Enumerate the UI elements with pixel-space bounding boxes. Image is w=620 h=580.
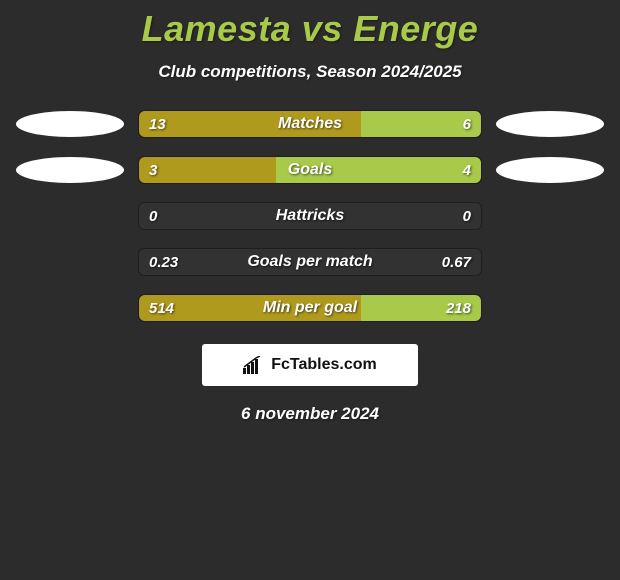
stat-bar: 3Goals4	[138, 156, 482, 184]
ellipse-placeholder	[496, 249, 604, 275]
stat-label: Goals	[139, 157, 481, 183]
stat-bar: 13Matches6	[138, 110, 482, 138]
stat-label: Hattricks	[139, 203, 481, 229]
stat-row: 0Hattricks0	[0, 202, 620, 230]
brand-text: FcTables.com	[271, 356, 377, 374]
team-right-ellipse	[496, 157, 604, 183]
stat-value-right: 218	[446, 295, 471, 321]
ellipse-placeholder	[16, 249, 124, 275]
stat-value-right: 0	[463, 203, 471, 229]
subtitle: Club competitions, Season 2024/2025	[0, 62, 620, 82]
stat-row: 0.23Goals per match0.67	[0, 248, 620, 276]
stat-bar: 0Hattricks0	[138, 202, 482, 230]
comparison-card: Lamesta vs Energe Club competitions, Sea…	[0, 0, 620, 424]
team-right-ellipse	[496, 111, 604, 137]
team-left-ellipse	[16, 111, 124, 137]
stat-label: Min per goal	[139, 295, 481, 321]
ellipse-placeholder	[16, 203, 124, 229]
stat-row: 13Matches6	[0, 110, 620, 138]
stat-bar: 0.23Goals per match0.67	[138, 248, 482, 276]
stat-value-right: 6	[463, 111, 471, 137]
stat-value-right: 0.67	[442, 249, 471, 275]
stat-bar: 514Min per goal218	[138, 294, 482, 322]
stat-label: Matches	[139, 111, 481, 137]
ellipse-placeholder	[496, 203, 604, 229]
stat-row: 3Goals4	[0, 156, 620, 184]
ellipse-placeholder	[496, 295, 604, 321]
stat-value-right: 4	[463, 157, 471, 183]
team-left-ellipse	[16, 157, 124, 183]
date-text: 6 november 2024	[0, 404, 620, 424]
stat-row: 514Min per goal218	[0, 294, 620, 322]
brand-badge[interactable]: FcTables.com	[202, 344, 418, 386]
page-title: Lamesta vs Energe	[0, 8, 620, 50]
stat-label: Goals per match	[139, 249, 481, 275]
stats-list: 13Matches6 3Goals4 0Hattricks0 0.23Goals pe…	[0, 110, 620, 322]
ellipse-placeholder	[16, 295, 124, 321]
bars-chart-icon	[243, 356, 265, 374]
